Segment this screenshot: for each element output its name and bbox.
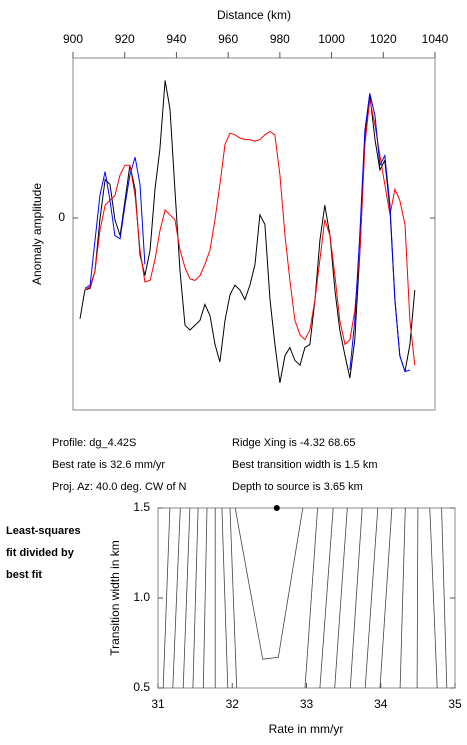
x-tick-label: 33 — [300, 697, 314, 711]
x-tick-label: 960 — [218, 32, 238, 46]
contour-line — [162, 507, 171, 689]
info-text: Profile: dg_4.42S — [52, 437, 136, 449]
side-note: fit divided by — [6, 547, 75, 559]
contour-line — [202, 507, 208, 689]
y-axis-title: Transition width in km — [108, 540, 122, 656]
info-text: Best rate is 32.6 mm/yr — [52, 459, 165, 471]
contour-line — [304, 507, 318, 689]
x-tick-label: 940 — [166, 32, 186, 46]
contour-line — [234, 507, 304, 660]
contour-line — [172, 507, 181, 689]
contour-line — [441, 507, 448, 689]
side-note: Least-squares — [6, 525, 81, 537]
info-text: Ridge Xing is -4.32 68.65 — [232, 437, 356, 449]
x-axis-title: Distance (km) — [217, 8, 291, 22]
x-tick-label: 920 — [115, 32, 135, 46]
contour-line — [349, 507, 363, 689]
contour-line — [334, 507, 348, 689]
x-tick-label: 900 — [63, 32, 83, 46]
contour-line — [221, 507, 229, 689]
y-axis-title: Anomaly amplitude — [30, 183, 44, 285]
contour-line — [192, 507, 199, 689]
contour-line — [319, 507, 334, 689]
info-text: Depth to source is 3.65 km — [232, 481, 363, 493]
x-tick-label: 1040 — [422, 32, 449, 46]
contour-line — [416, 507, 419, 689]
x-tick-label: 1020 — [370, 32, 397, 46]
y-tick-label: 0.5 — [133, 680, 150, 694]
contour-line — [182, 507, 191, 689]
x-tick-label: 35 — [448, 697, 462, 711]
x-tick-label: 1000 — [318, 32, 345, 46]
contour-line — [429, 507, 438, 689]
x-tick-label: 31 — [151, 697, 165, 711]
x-tick-label: 34 — [374, 697, 388, 711]
side-note: best fit — [6, 569, 42, 581]
contour-line — [379, 507, 393, 689]
data-line — [79, 80, 416, 383]
contour-line — [364, 507, 379, 689]
x-axis-title: Rate in mm/yr — [269, 722, 344, 736]
x-tick-label: 980 — [270, 32, 290, 46]
plot-frame — [72, 57, 436, 411]
y-tick-label: 1.5 — [133, 500, 150, 514]
data-line — [84, 93, 411, 373]
best-fit-point — [273, 505, 280, 511]
y-tick-label: 0 — [58, 210, 65, 224]
contour-line — [229, 507, 238, 689]
y-tick-label: 1.0 — [133, 590, 150, 604]
x-tick-label: 32 — [226, 697, 240, 711]
contour-line — [399, 507, 406, 689]
info-text: Best transition width is 1.5 km — [232, 459, 378, 471]
info-text: Proj. Az: 40.0 deg. CW of N — [52, 481, 187, 493]
data-line — [84, 99, 416, 366]
